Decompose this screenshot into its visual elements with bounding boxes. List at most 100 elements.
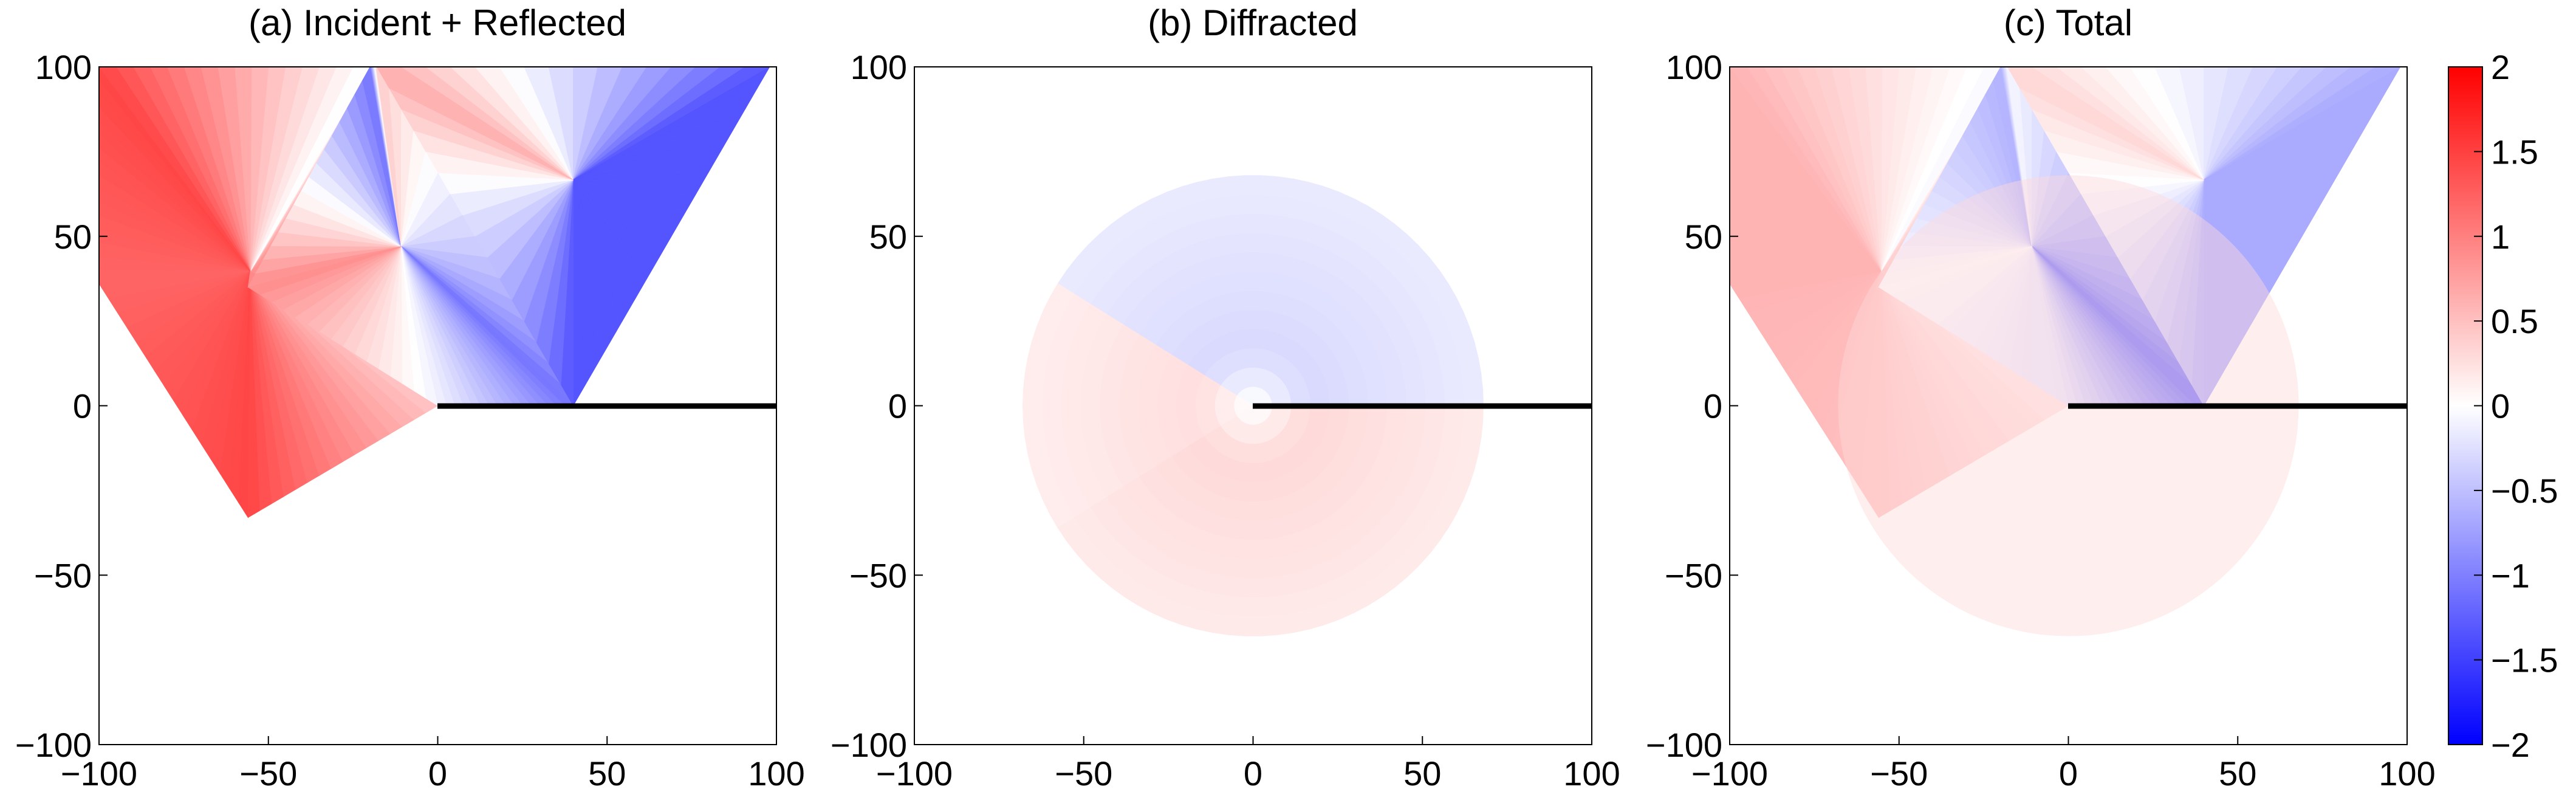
x-tick-label: −100 <box>61 754 137 792</box>
sector-cell <box>1245 597 1261 618</box>
region-total-middle <box>1878 67 2205 407</box>
region-total-right <box>2007 67 2401 407</box>
sector-cell <box>1405 416 1426 430</box>
x-tick-label: 100 <box>1563 754 1620 792</box>
panel-title-b: (b) Diffracted <box>1148 2 1358 43</box>
y-tick-label: −50 <box>849 556 907 594</box>
colorbar-tick-label: −1.5 <box>2491 641 2558 680</box>
sector-cell <box>1080 381 1101 396</box>
sector-cell <box>1238 520 1250 540</box>
sector-cell <box>1248 271 1258 291</box>
sector-cell <box>1249 501 1258 522</box>
x-tick-label: 50 <box>1403 754 1441 792</box>
sector-cell <box>1235 558 1249 579</box>
sector-cell <box>1249 290 1258 311</box>
sector-cell <box>1462 373 1484 391</box>
y-tick-label: −100 <box>15 726 92 764</box>
sector-cell <box>1042 376 1064 393</box>
region-cell <box>1878 246 2032 295</box>
colorbar-gradient <box>2448 66 2483 745</box>
sector-cell <box>1061 392 1081 406</box>
region-reflected-middle <box>247 67 574 407</box>
y-tick-label: −50 <box>1665 556 1722 594</box>
region-cell <box>247 246 402 295</box>
panel-title-c: (c) Total <box>2004 2 2132 43</box>
sector-cell <box>1137 397 1158 406</box>
axis-ticks-b: −100 −50 0 50 100 100 50 0 −50 −100 <box>831 48 1620 792</box>
sector-cell <box>1041 405 1062 421</box>
panel-diffracted: (b) Diffracted −100 −50 0 50 100100500−50−10… <box>831 2 1620 792</box>
sector-cell <box>1236 539 1249 560</box>
sector-cell <box>1249 482 1257 502</box>
y-tick-label: 0 <box>1704 387 1722 425</box>
sector-cell <box>1230 194 1247 215</box>
x-tick-label: −100 <box>1691 754 1768 792</box>
colorbar-tick-label: 1.5 <box>2491 133 2538 171</box>
y-tick-label: 50 <box>54 218 92 256</box>
x-tick-label: 100 <box>748 754 804 792</box>
x-tick-label: 50 <box>588 754 626 792</box>
plot-area-a <box>99 67 770 518</box>
sector-left-wedge <box>1022 283 1253 528</box>
sector-cell <box>1260 175 1278 196</box>
sector-cell <box>1442 419 1464 436</box>
colorbar-tick-label: 2 <box>2491 48 2510 86</box>
sector-cell <box>1244 616 1262 636</box>
sector-cell <box>1259 596 1276 618</box>
region-cell <box>376 67 574 181</box>
colorbar-ticks: 2 1.5 1 0.5 0 −0.5 −1 −1.5 −2 <box>2474 48 2558 764</box>
region-cell <box>1730 67 1882 272</box>
sector-cell <box>1244 175 1262 195</box>
sector-cell <box>1248 520 1258 540</box>
sector-cell <box>1061 405 1081 419</box>
sector-cell <box>1247 252 1259 272</box>
sector-cell <box>1118 396 1139 406</box>
sector-cell <box>1213 613 1231 635</box>
sector-cell <box>1257 252 1270 272</box>
y-tick-label: 0 <box>73 387 92 425</box>
colorbar-tick-label: 0 <box>2491 387 2510 425</box>
sector-cell <box>1247 540 1259 560</box>
x-tick-label: 0 <box>1244 754 1262 792</box>
region-cell <box>99 67 251 272</box>
x-tick-label: 50 <box>2219 754 2256 792</box>
y-tick-label: −100 <box>1646 726 1722 764</box>
sector-cell <box>1246 213 1260 233</box>
y-tick-label: −100 <box>831 726 907 764</box>
panel-incident-reflected: (a) Incident + Reflected −100 −50 0 50 100 10… <box>15 2 805 792</box>
sector-lower <box>1057 405 1484 636</box>
sector-upper <box>1057 175 1484 406</box>
sector-cell <box>1259 577 1273 598</box>
sector-cell <box>1099 405 1120 417</box>
sector-cell <box>1249 309 1257 329</box>
sector-cell <box>1023 373 1044 391</box>
sector-cell <box>1099 394 1120 406</box>
sector-cell <box>1080 405 1100 418</box>
plot-area-b <box>1022 175 1484 636</box>
sector-cell <box>1022 405 1043 422</box>
sector-cell <box>1245 194 1261 215</box>
sector-cell <box>1247 559 1259 579</box>
sector-cell <box>1258 232 1272 253</box>
sector-cell <box>1228 175 1246 196</box>
x-tick-label: −50 <box>1870 754 1928 792</box>
sector-cell <box>1247 232 1259 253</box>
axis-ticks-c: −100 −50 0 50 100 100 50 0 −50 −100 <box>1646 48 2436 792</box>
y-tick-label: −50 <box>34 556 92 594</box>
y-tick-label: 50 <box>869 218 907 256</box>
y-tick-label: 100 <box>35 48 92 86</box>
panel-total: (c) Total −100 −50 0 50 100 100 50 0 −50 −100 <box>1646 2 2436 792</box>
colorbar-tick-label: 1 <box>2491 218 2510 256</box>
colorbar-tick-label: 0.5 <box>2491 302 2538 340</box>
x-tick-label: −50 <box>239 754 297 792</box>
sector-cell <box>1157 399 1177 406</box>
sector-cell <box>1022 389 1043 406</box>
sector-cell <box>1023 420 1044 438</box>
y-tick-label: 100 <box>1666 48 1722 86</box>
sector-cell <box>1230 596 1247 618</box>
sector-cell <box>1246 578 1260 598</box>
x-tick-label: −50 <box>1055 754 1112 792</box>
panel-title-a: (a) Incident + Reflected <box>248 2 626 43</box>
sector-cell <box>1061 379 1083 394</box>
